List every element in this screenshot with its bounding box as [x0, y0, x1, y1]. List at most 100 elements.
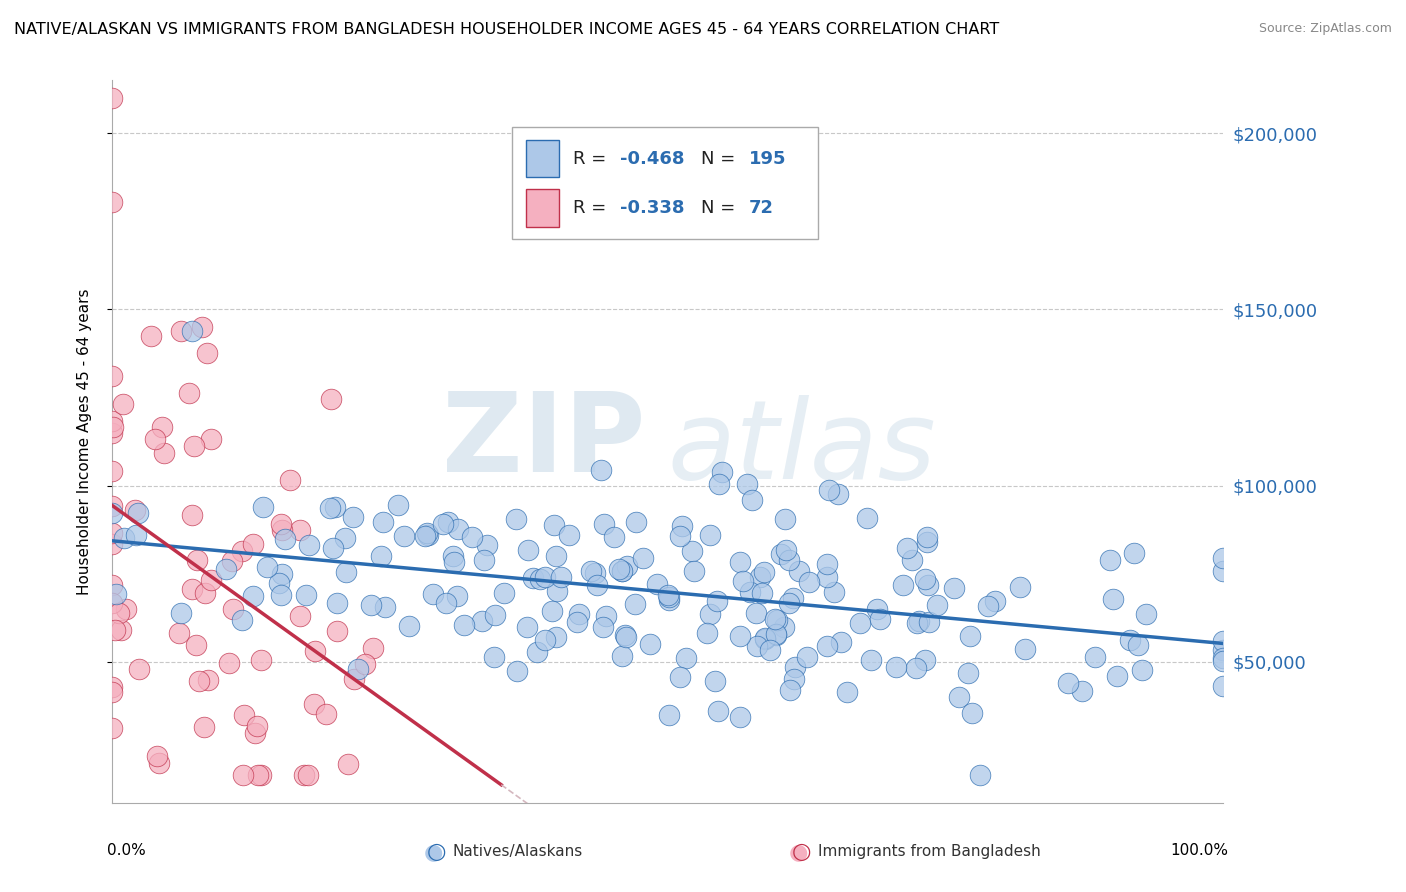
Point: [612, 565, 634, 579]
Point: [416, 528, 439, 542]
Point: [148, 756, 170, 770]
Point: [270, 517, 292, 532]
Point: [482, 650, 505, 665]
Text: -0.468: -0.468: [620, 150, 685, 168]
Point: [101, 420, 124, 434]
Point: [682, 564, 704, 578]
Point: [315, 706, 337, 721]
Point: [231, 544, 253, 558]
Point: [815, 558, 838, 572]
Point: [515, 620, 537, 634]
Point: [298, 538, 321, 552]
Point: [413, 529, 436, 543]
Point: [900, 553, 922, 567]
Point: [740, 585, 762, 599]
Text: NATIVE/ALASKAN VS IMMIGRANTS FROM BANGLADESH HOUSEHOLDER INCOME AGES 45 - 64 YEA: NATIVE/ALASKAN VS IMMIGRANTS FROM BANGLA…: [14, 22, 1000, 37]
Point: [343, 672, 366, 686]
Point: [884, 659, 907, 673]
Point: [441, 549, 464, 563]
Point: [432, 516, 454, 531]
Point: [769, 547, 792, 561]
Point: [783, 659, 806, 673]
Point: [505, 512, 527, 526]
Point: [891, 578, 914, 592]
Point: [181, 324, 204, 338]
Text: Natives/Alaskans: Natives/Alaskans: [453, 845, 583, 859]
Point: [550, 570, 572, 584]
Point: [775, 543, 797, 558]
Point: [143, 433, 166, 447]
Point: [869, 612, 891, 626]
Point: [336, 756, 359, 771]
Point: [221, 553, 243, 567]
Point: [766, 613, 789, 627]
Point: [529, 572, 551, 586]
Point: [516, 542, 538, 557]
Point: [699, 607, 721, 621]
FancyBboxPatch shape: [526, 189, 560, 227]
Point: [927, 598, 949, 612]
Point: [1010, 580, 1032, 594]
Point: [1212, 633, 1234, 648]
Point: [101, 537, 124, 551]
Text: ●: ●: [789, 842, 808, 862]
Point: [443, 555, 465, 569]
Point: [907, 614, 929, 628]
Point: [607, 561, 630, 575]
Point: [183, 439, 205, 453]
Point: [302, 697, 325, 711]
Point: [1084, 650, 1107, 665]
Point: [250, 653, 273, 667]
Point: [1212, 551, 1234, 566]
Point: [754, 631, 776, 645]
Point: [778, 553, 800, 567]
Point: [422, 587, 444, 601]
Point: [565, 615, 588, 629]
Text: Immigrants from Bangladesh: Immigrants from Bangladesh: [818, 845, 1040, 859]
Point: [505, 664, 527, 678]
Point: [436, 515, 458, 529]
Point: [360, 598, 382, 612]
Point: [592, 619, 614, 633]
Point: [783, 672, 806, 686]
Point: [1126, 638, 1149, 652]
Point: [477, 537, 499, 551]
Point: [658, 591, 681, 605]
Point: [543, 518, 565, 533]
Point: [127, 506, 149, 520]
Point: [215, 562, 238, 576]
Point: [1135, 607, 1157, 621]
Point: [249, 767, 271, 781]
Point: [125, 528, 148, 542]
Point: [984, 594, 1007, 608]
Point: [586, 577, 609, 591]
Point: [218, 656, 240, 670]
Point: [326, 596, 349, 610]
Point: [197, 673, 219, 688]
Point: [969, 767, 991, 781]
Point: [960, 706, 983, 720]
Point: [150, 420, 173, 434]
Point: [1212, 564, 1234, 578]
Point: [146, 749, 169, 764]
Point: [1014, 642, 1036, 657]
Point: [333, 531, 356, 545]
Point: [492, 586, 515, 600]
Point: [167, 626, 190, 640]
Point: [392, 528, 415, 542]
Point: [112, 531, 135, 545]
Point: [243, 726, 266, 740]
Point: [233, 708, 256, 723]
Point: [595, 609, 617, 624]
Point: [735, 477, 758, 491]
Point: [153, 446, 176, 460]
Point: [645, 577, 668, 591]
Point: [101, 596, 124, 610]
Point: [101, 465, 124, 479]
Point: [416, 526, 439, 541]
Point: [918, 615, 941, 629]
Point: [827, 487, 849, 501]
Point: [848, 616, 870, 631]
Point: [696, 626, 718, 640]
Point: [288, 609, 311, 624]
